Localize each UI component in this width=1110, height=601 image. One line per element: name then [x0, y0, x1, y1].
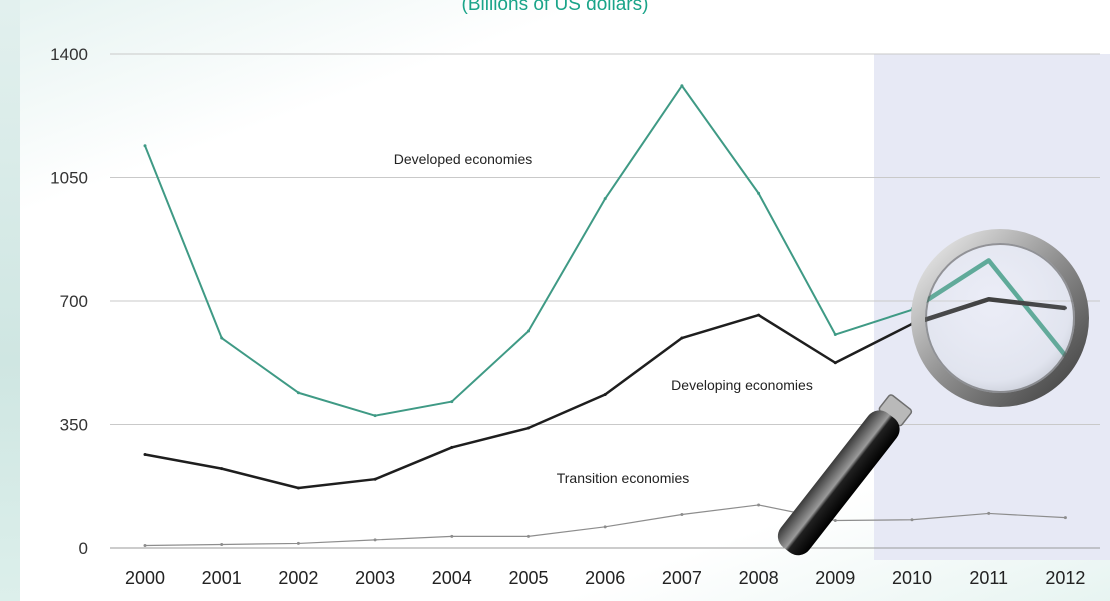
data-point-developing: [603, 393, 607, 397]
data-point-transition: [680, 512, 684, 516]
chart-subtitle: (Billions of US dollars): [461, 0, 649, 15]
data-point-transition: [1063, 516, 1067, 520]
data-point-developed: [143, 144, 147, 148]
data-point-transition: [603, 525, 607, 529]
x-tick-label: 2000: [125, 568, 165, 588]
magnifier-lens: [918, 236, 1082, 400]
data-point-developing: [833, 361, 837, 365]
y-tick-label: 700: [60, 292, 88, 311]
data-point-developed: [296, 391, 300, 395]
data-point-transition: [450, 534, 454, 538]
x-tick-label: 2007: [662, 568, 702, 588]
series-label-developed: Developed economies: [394, 151, 533, 167]
data-point-developed: [603, 197, 607, 201]
x-tick-label: 2008: [739, 568, 779, 588]
y-tick-label: 350: [60, 416, 88, 435]
x-tick-label: 2002: [278, 568, 318, 588]
background-strip: [0, 0, 20, 601]
data-point-transition: [833, 518, 837, 522]
y-tick-label: 0: [79, 539, 88, 558]
x-tick-label: 2005: [508, 568, 548, 588]
data-point-transition: [987, 511, 991, 515]
x-tick-label: 2012: [1045, 568, 1085, 588]
x-tick-label: 2011: [969, 568, 1008, 588]
data-point-developing: [296, 486, 300, 490]
x-tick-label: 2006: [585, 568, 625, 588]
data-point-transition: [910, 518, 914, 522]
data-point-developing: [757, 313, 761, 317]
magnifier-rim: [911, 229, 1089, 407]
magnifier-handle: [777, 410, 900, 556]
series-label-transition: Transition economies: [557, 470, 690, 486]
data-point-developing: [680, 336, 684, 340]
data-point-transition: [757, 503, 761, 507]
data-point-transition: [527, 534, 530, 538]
x-tick-label: 2010: [892, 568, 932, 588]
x-tick-label: 2003: [355, 568, 395, 588]
y-tick-label: 1400: [50, 45, 88, 64]
data-point-developed: [373, 414, 377, 418]
data-point-developed: [450, 400, 454, 404]
data-point-developed: [527, 329, 530, 333]
data-point-transition: [143, 544, 147, 548]
x-tick-label: 2001: [202, 568, 242, 588]
data-point-developing: [450, 445, 454, 449]
data-point-transition: [296, 541, 300, 545]
data-point-developing: [220, 467, 224, 471]
x-tick-label: 2004: [432, 568, 472, 588]
data-point-developing: [373, 477, 377, 481]
data-point-transition: [373, 538, 377, 542]
data-point-developed: [757, 191, 761, 195]
data-point-developed: [833, 333, 837, 337]
data-point-developed: [680, 84, 684, 88]
magnifying-glass-icon: [777, 229, 1089, 556]
data-point-developing: [143, 452, 147, 456]
data-point-developed: [220, 336, 224, 340]
y-tick-label: 1050: [50, 169, 88, 188]
series-label-developing: Developing economies: [671, 377, 813, 393]
data-point-developing: [527, 426, 530, 430]
data-point-transition: [220, 542, 224, 546]
x-tick-label: 2009: [815, 568, 855, 588]
